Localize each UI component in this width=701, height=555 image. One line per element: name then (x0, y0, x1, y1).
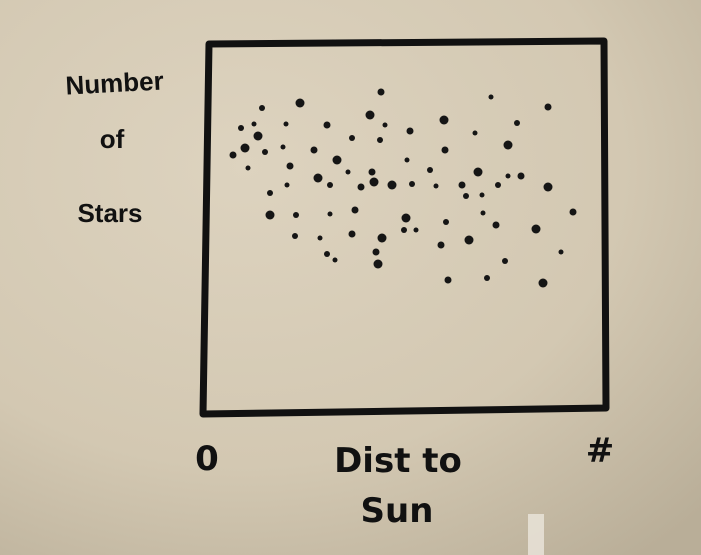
dot (267, 190, 273, 196)
dot (479, 192, 485, 198)
dot (377, 137, 383, 143)
dot (503, 140, 513, 150)
dot (310, 146, 318, 154)
dot (286, 162, 294, 170)
dot (413, 227, 419, 233)
dot (473, 167, 483, 177)
dot (348, 230, 356, 238)
x-start-label: 0 (195, 439, 219, 479)
dot (377, 233, 387, 243)
dot (531, 224, 541, 234)
dot (327, 211, 333, 217)
dot (317, 235, 323, 241)
dot (569, 208, 577, 216)
dot (284, 182, 290, 188)
dot (357, 183, 365, 191)
dot (495, 182, 501, 188)
dot (558, 249, 564, 255)
scatter-dots (229, 88, 577, 288)
dot (365, 110, 375, 120)
dot (373, 259, 383, 269)
dot (484, 275, 490, 281)
dot (295, 98, 305, 108)
dot (229, 151, 237, 159)
dot (345, 169, 351, 175)
dot (377, 88, 385, 96)
dot (443, 219, 449, 225)
dot (251, 121, 257, 127)
y-label-line: of (100, 124, 125, 154)
dot (265, 210, 275, 220)
dot (262, 149, 268, 155)
dot (502, 258, 508, 264)
dot (292, 233, 298, 239)
dot (505, 173, 511, 179)
dot (401, 227, 407, 233)
dot (293, 212, 299, 218)
dot (433, 183, 439, 189)
dot (437, 241, 445, 249)
y-label-line: Stars (77, 198, 142, 228)
dot (492, 221, 500, 229)
dot (327, 182, 333, 188)
dot (544, 103, 552, 111)
dot (283, 121, 289, 127)
dot (313, 173, 323, 183)
dot (332, 257, 338, 263)
dot (427, 167, 433, 173)
dot (245, 165, 251, 171)
dot (368, 168, 376, 176)
dot (441, 146, 449, 154)
dot (324, 251, 330, 257)
dot (332, 155, 342, 165)
dot (444, 276, 452, 284)
dot (372, 248, 380, 256)
dot (458, 181, 466, 189)
dot (240, 143, 250, 153)
dot (369, 177, 379, 187)
dot (472, 130, 478, 136)
dot (351, 206, 359, 214)
dot (280, 144, 286, 150)
dot (538, 278, 548, 288)
dot (387, 180, 397, 190)
dot (323, 121, 331, 129)
dot (401, 213, 411, 223)
dot (543, 182, 553, 192)
dot (404, 157, 410, 163)
dot (488, 94, 494, 100)
x-label-line: Sun (361, 491, 434, 531)
x-end-label: # (586, 431, 615, 471)
x-label-line: Dist to (334, 441, 462, 481)
glare (528, 514, 544, 555)
dot (517, 172, 525, 180)
dot (349, 135, 355, 141)
dot (406, 127, 414, 135)
y-label-line: Number (65, 65, 165, 100)
dot (259, 105, 265, 111)
dot (439, 115, 449, 125)
plot-frame (199, 37, 610, 418)
dot (463, 193, 469, 199)
dot (253, 131, 263, 141)
dot (409, 181, 415, 187)
dot (238, 125, 244, 131)
dot (480, 210, 486, 216)
dot (464, 235, 474, 245)
dot (382, 122, 388, 128)
dot (514, 120, 520, 126)
